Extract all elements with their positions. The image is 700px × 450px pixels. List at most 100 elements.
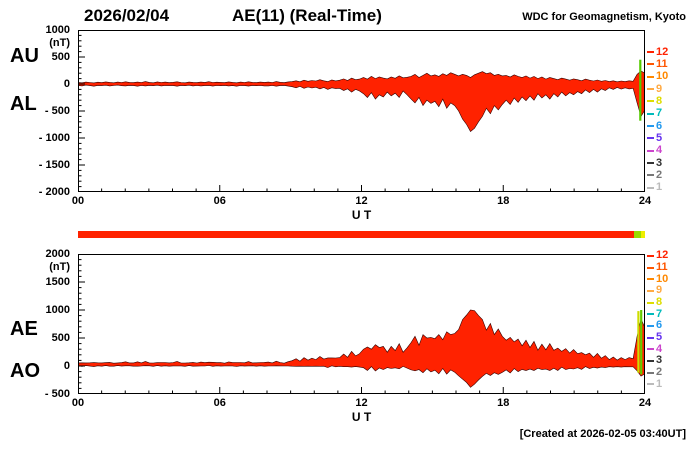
- station-count-item-3: 3: [647, 355, 675, 367]
- station-count-scale-bottom: 12 11 10 9 8 7 6 5 4 3 2 1: [647, 250, 675, 390]
- y-tick-label: 0: [63, 78, 70, 90]
- station-count-number: 3: [656, 354, 663, 367]
- station-count-tick: [647, 186, 654, 189]
- station-count-item-8: 8: [647, 297, 675, 309]
- station-count-number: 8: [656, 296, 663, 309]
- station-count-number: 7: [656, 307, 663, 320]
- station-count-number: 2: [656, 168, 663, 181]
- station-count-tick: [647, 63, 654, 66]
- x-tick-label: 00: [71, 397, 85, 409]
- station-count-number: 5: [656, 131, 663, 144]
- station-count-tick: [647, 51, 654, 54]
- data-center-credit: WDC for Geomagnetism, Kyoto: [522, 11, 686, 23]
- x-tick-label: 12: [355, 195, 368, 207]
- station-count-number: 3: [656, 156, 663, 169]
- availability-segment: [641, 231, 645, 238]
- y-tick-label: - 1000: [38, 132, 70, 144]
- x-tick-label: 06: [213, 195, 226, 207]
- station-count-number: 9: [656, 284, 663, 297]
- au-axis-label: AU: [10, 45, 39, 67]
- station-count-tick: [647, 174, 654, 177]
- station-count-item-9: 9: [647, 83, 675, 95]
- station-count-item-2: 2: [647, 169, 675, 181]
- x-tick-label: 06: [213, 397, 226, 409]
- availability-segment: [633, 231, 642, 238]
- y-tick-label: 2000: [45, 248, 70, 260]
- y-axis-unit: (nT): [49, 261, 70, 273]
- station-count-number: 4: [656, 342, 663, 355]
- station-count-number: 12: [656, 45, 669, 58]
- station-count-tick: [647, 371, 654, 374]
- y-tick-label: 500: [51, 332, 70, 344]
- station-count-tick: [647, 125, 654, 128]
- station-count-tick: [647, 359, 654, 362]
- al-axis-label: AL: [10, 93, 37, 115]
- station-count-scale-top: 12 11 10 9 8 7 6 5 4 3 2 1: [647, 46, 675, 194]
- station-count-item-7: 7: [647, 108, 675, 120]
- station-count-item-3: 3: [647, 157, 675, 169]
- station-count-number: 8: [656, 94, 663, 107]
- y-tick-label: - 2000: [38, 186, 70, 198]
- station-count-tick: [647, 348, 654, 351]
- station-count-tick: [647, 100, 654, 103]
- station-count-tick: [647, 75, 654, 78]
- station-count-item-4: 4: [647, 343, 675, 355]
- station-count-number: 6: [656, 319, 663, 332]
- station-count-tick: [647, 301, 654, 304]
- y-tick-label: 0: [63, 360, 70, 372]
- station-count-tick: [647, 313, 654, 316]
- y-tick-label: - 500: [44, 105, 70, 117]
- station-count-tick: [647, 112, 654, 115]
- station-count-number: 9: [656, 82, 663, 95]
- y-tick-label: 500: [51, 51, 70, 63]
- station-count-tick: [647, 88, 654, 91]
- y-tick-label: 1500: [45, 276, 70, 288]
- station-count-item-4: 4: [647, 145, 675, 157]
- station-count-tick: [647, 383, 654, 386]
- station-count-item-12: 12: [647, 46, 675, 58]
- station-count-number: 11: [656, 261, 668, 273]
- station-count-number: 12: [656, 249, 669, 262]
- station-count-tick: [647, 278, 654, 281]
- station-count-number: 11: [656, 57, 668, 70]
- station-count-tick: [647, 266, 654, 269]
- ao-axis-label: AO: [10, 360, 40, 382]
- station-count-item-10: 10: [647, 273, 675, 285]
- station-count-number: 10: [656, 272, 669, 285]
- station-count-number: 7: [656, 107, 663, 120]
- station-count-item-12: 12: [647, 250, 675, 262]
- station-count-item-8: 8: [647, 95, 675, 107]
- ut-axis-label: U T: [351, 208, 372, 222]
- x-tick-label: 12: [355, 397, 368, 409]
- station-count-item-2: 2: [647, 367, 675, 379]
- chart-area: [78, 254, 645, 394]
- station-count-item-7: 7: [647, 308, 675, 320]
- availability-segment: [78, 231, 634, 238]
- y-axis-unit: (nT): [49, 37, 70, 49]
- station-count-item-6: 6: [647, 120, 675, 132]
- station-count-tick: [647, 336, 654, 339]
- plot-date: 2026/02/04: [84, 6, 170, 25]
- y-tick-label: - 1500: [38, 159, 70, 171]
- station-count-item-10: 10: [647, 71, 675, 83]
- y-tick-label: 1000: [45, 304, 70, 316]
- x-tick-label: 18: [497, 397, 510, 409]
- station-count-number: 1: [656, 377, 663, 390]
- station-count-number: 5: [656, 331, 663, 344]
- station-count-tick: [647, 324, 654, 327]
- plot-title: AE(11) (Real-Time): [232, 6, 382, 25]
- created-timestamp: [Created at 2026-02-05 03:40UT]: [519, 428, 686, 440]
- station-count-tick: [647, 289, 654, 292]
- x-tick-label: 18: [497, 195, 510, 207]
- ut-axis-label: U T: [351, 410, 372, 424]
- station-count-tick: [647, 254, 654, 257]
- availability-bar: [78, 231, 645, 238]
- station-count-tick: [647, 162, 654, 165]
- station-count-item-5: 5: [647, 132, 675, 144]
- station-count-tick: [647, 137, 654, 140]
- y-tick-label: - 500: [44, 388, 70, 400]
- x-tick-label: 24: [638, 397, 652, 409]
